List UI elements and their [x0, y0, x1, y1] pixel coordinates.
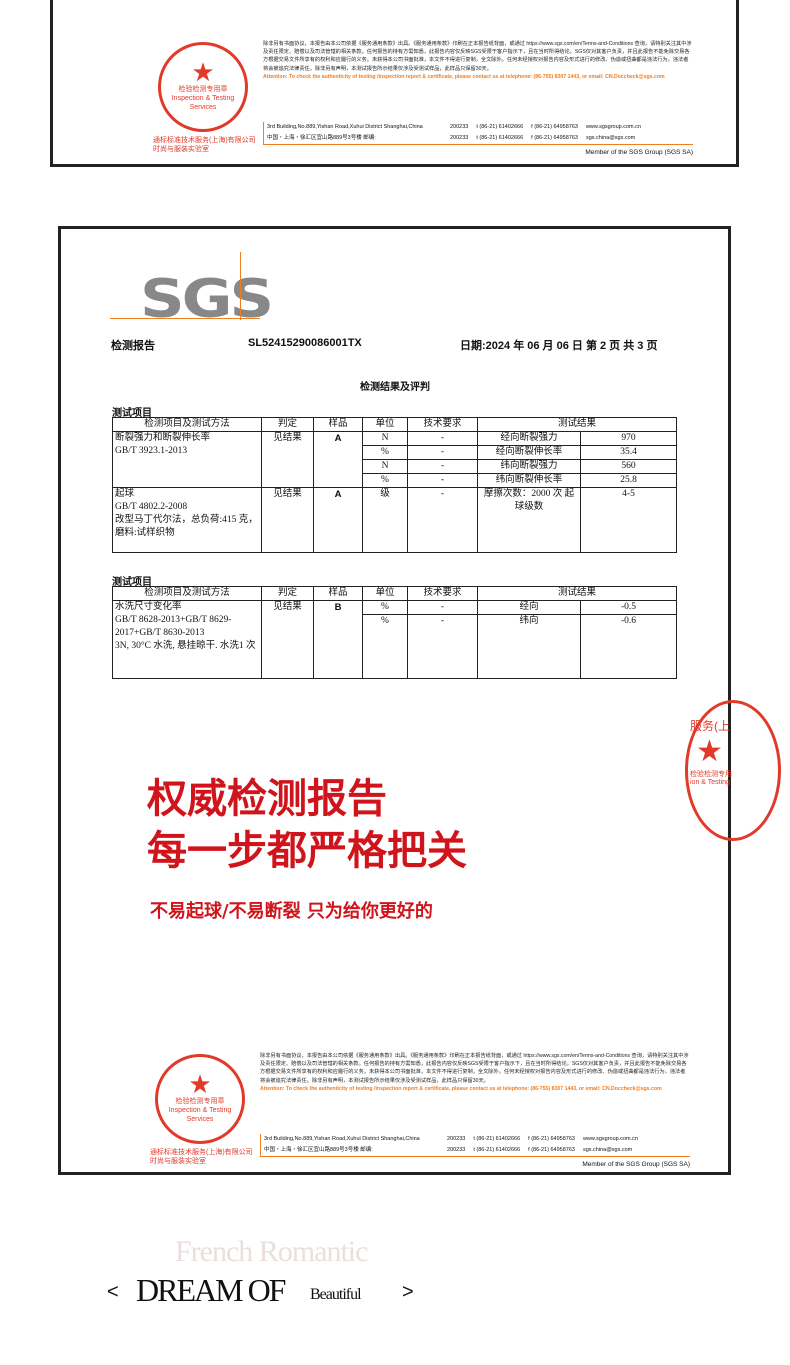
seal-stamp: ★ 检验检测专用章 Inspection & Testing Services: [155, 1054, 245, 1144]
report-title: 检测报告: [111, 340, 155, 352]
banner-small-text: Beautiful: [310, 1286, 362, 1303]
table-header: 检测项目及测试方法 判定 样品 单位 技术要求 测试结果: [112, 417, 677, 432]
stamp-company: 通标标准技术服务(上海)有限公司 时尚与服装实验室: [153, 136, 261, 154]
banner-back-text: French Romantic: [175, 1235, 368, 1268]
results-heading: 检测结果及评判: [360, 382, 430, 393]
logo-line: [110, 318, 260, 319]
seal-stamp: ★ 检验检测专用章 Inspection & Testing Services: [158, 42, 248, 132]
banner-prev-arrow[interactable]: <: [107, 1281, 119, 1303]
promo-headline-1: 权威检测报告: [147, 776, 387, 822]
star-icon: ★: [191, 57, 215, 87]
stamp-partial-text-3: ion & Testing: [690, 779, 730, 786]
attention-text: Attention: To check the authenticity of …: [260, 1085, 662, 1092]
member-text: Member of the SGS Group (SGS SA): [585, 149, 693, 156]
legal-body: 除非另有书面协议，本报告由本公司依据《服务通用条款》出具。《服务通用条款》印刷在…: [263, 41, 692, 72]
stamp-text: 检验检测专用章: [178, 86, 228, 93]
address: 3rd Building,No.889,Yishan Road,Xuhui Di…: [263, 122, 693, 145]
table-header: 检测项目及测试方法 判定 样品 单位 技术要求 测试结果: [112, 586, 677, 601]
report-page-2: [58, 226, 731, 1175]
legal-text: 除非另有书面协议，本报告由本公司依据《服务通用条款》出具。《服务通用条款》印刷在…: [263, 40, 693, 81]
report-number: SL52415290086001TX: [248, 337, 362, 349]
star-icon: ★: [188, 1069, 212, 1099]
sgs-logo: SGS: [140, 267, 274, 330]
section-title: 测试项目: [112, 577, 152, 588]
table-row: 断裂强力和断裂伸长率 GB/T 3923.1-2013 见结果 A N - 经向断裂强力 9…: [112, 431, 677, 488]
logo-line: [240, 252, 241, 320]
stamp-company-name: 通标标准技术服务(上海)有限公司: [150, 1149, 253, 1156]
report-footer: ★ 检验检测专用章 Inspection & Testing Services 通标…: [108, 34, 698, 159]
table-row: % - 纬向 -0.6: [113, 614, 677, 679]
report-date: 日期:2024 年 06 月 06 日 第 2 页 共 3 页: [460, 340, 658, 352]
report-footer: ★ 检验检测专用章 Inspection & Testing Services 通标…: [105, 1046, 695, 1171]
star-icon: ★: [696, 735, 723, 768]
report-page-1-bottom: ★ 检验检测专用章 Inspection & Testing Services 通标…: [50, 0, 739, 167]
stamp-en: Inspection & Testing Services: [171, 95, 235, 111]
attention-text: Attention: To check the authenticity of …: [263, 73, 665, 80]
partial-seal-stamp: 服务(上 ★ 检验检测专用 ion & Testing: [685, 700, 781, 841]
address: 3rd Building,No.889,Yishan Road,Xuhui Di…: [260, 1134, 690, 1157]
member-text: Member of the SGS Group (SGS SA): [582, 1161, 690, 1168]
stamp-company: 通标标准技术服务(上海)有限公司 时尚与服装实验室: [150, 1148, 258, 1166]
table-row: 起球 GB/T 4802.2-2008 改型马丁代尔法，总负荷:415 克，磨料:试…: [112, 487, 677, 553]
legal-text: 除非另有书面协议，本报告由本公司依据《服务通用条款》出具。《服务通用条款》印刷在…: [260, 1052, 690, 1093]
stamp-en: Inspection & Testing Services: [168, 1107, 232, 1123]
legal-body: 除非另有书面协议，本报告由本公司依据《服务通用条款》出具。《服务通用条款》印刷在…: [260, 1053, 689, 1084]
stamp-company-lab: 时尚与服装实验室: [150, 1158, 206, 1165]
table-row: 水洗尺寸变化率 GB/T 8628-2013+GB/T 8629-2017+GB/…: [112, 600, 677, 679]
banner-main-text: DREAM OF: [136, 1272, 286, 1308]
promo-headline-2: 每一步都严格把关: [147, 828, 467, 874]
stamp-text: 检验检测专用章: [175, 1098, 225, 1105]
stamp-partial-text: 服务(上: [690, 719, 730, 733]
stamp-partial-text-2: 检验检测专用: [690, 771, 732, 778]
stamp-company-name: 通标标准技术服务(上海)有限公司: [153, 137, 256, 144]
stamp-company-lab: 时尚与服装实验室: [153, 146, 209, 153]
results-table-2: 检测项目及测试方法 判定 样品 单位 技术要求 测试结果 水洗尺寸变化率 GB/T 8628…: [112, 586, 677, 679]
results-table-1: 检测项目及测试方法 判定 样品 单位 技术要求 测试结果 断裂强力和断裂伸长率 GB/T 3…: [112, 417, 677, 553]
banner-next-arrow[interactable]: >: [402, 1281, 414, 1303]
promo-subline: 不易起球/不易断裂 只为给你更好的: [150, 901, 433, 922]
section-title: 测试项目: [112, 408, 152, 419]
